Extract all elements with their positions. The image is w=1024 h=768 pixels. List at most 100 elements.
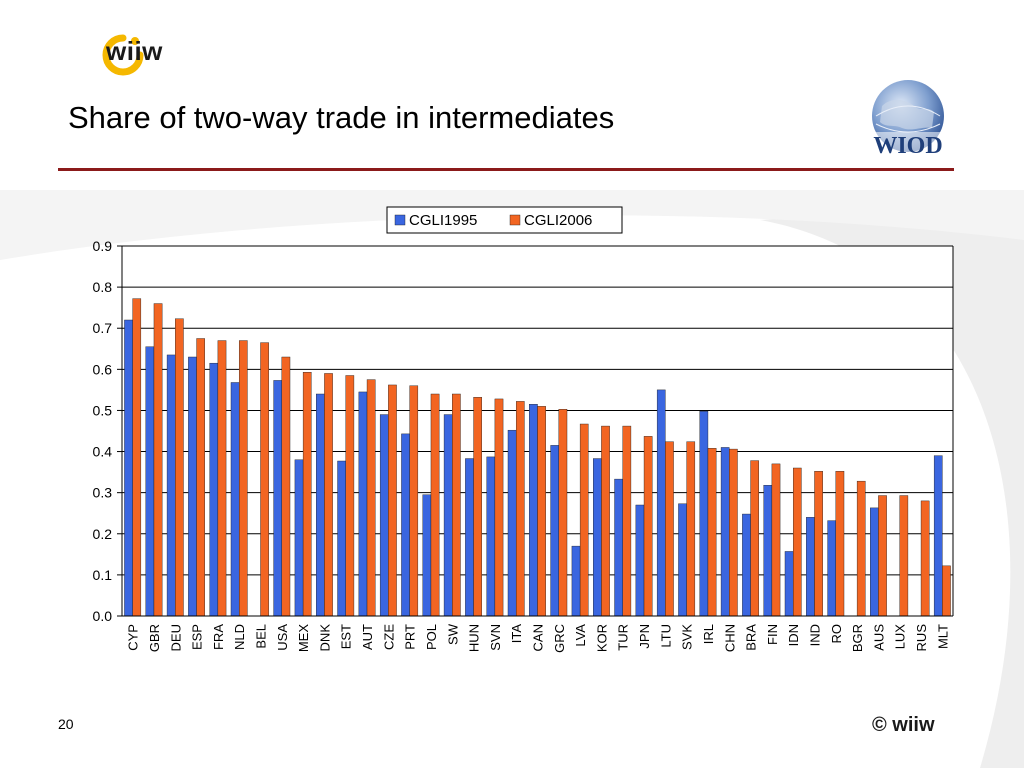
x-tick-label: IRL (701, 624, 716, 644)
y-tick-label: 0.5 (93, 402, 113, 418)
x-tick-label: SVK (680, 624, 695, 650)
legend-label-cgli2006: CGLI2006 (524, 212, 592, 229)
x-tick-label: USA (275, 624, 290, 651)
logo-text: wiiw (106, 36, 163, 66)
bar-cgli1995-grc (550, 445, 560, 617)
slide-title: Share of two-way trade in intermediates (68, 100, 615, 135)
x-tick-label: PRT (403, 624, 418, 650)
bar-cgli2006-lux (899, 495, 909, 617)
x-tick-label: IND (808, 624, 823, 646)
bar-cgli2006-usa (281, 356, 291, 617)
bar-cgli2006-jpn (643, 436, 653, 617)
title-divider (58, 168, 954, 171)
bar-cgli2006-ita (515, 401, 525, 617)
bar-cgli2006-bel (260, 342, 269, 617)
bar-cgli1995-aus (870, 507, 879, 617)
x-tick-label: CZE (381, 624, 396, 650)
bar-cgli2006-bra (750, 460, 759, 617)
bar-cgli1995-irl (699, 411, 709, 617)
bar-cgli1995-fin (763, 485, 773, 617)
bar-cgli2006-fra (217, 340, 227, 617)
bar-cgli2006-cyp (132, 298, 142, 617)
x-tick-label: LVA (573, 624, 588, 647)
y-tick-labels: 0.0 0.1 0.2 0.3 0.4 0.5 0.6 0.7 0.8 0.9 (93, 238, 113, 624)
bar-cgli1995-bra (742, 513, 751, 617)
bar-cgli1995-idn (784, 551, 794, 617)
bar-cgli2006-prt (409, 385, 419, 617)
bar-cgli2006-pol (430, 393, 440, 617)
y-tick-label: 0.4 (93, 444, 113, 460)
bar-cgli1995-hun (465, 458, 474, 617)
bar-cgli1995-esp (188, 356, 197, 617)
x-tick-label: AUS (871, 624, 886, 651)
bar-cgli2006-tur (622, 425, 632, 617)
bar-cgli2006-ind (814, 471, 823, 617)
bar-cgli1995-fra (209, 362, 219, 617)
bar-cgli2006-esp (196, 338, 205, 617)
bar-cgli1995-ind (806, 517, 815, 617)
bar-cgli1995-svn (486, 456, 496, 617)
y-tick-label: 0.8 (93, 279, 113, 295)
legend-swatch-cgli2006 (509, 214, 521, 226)
bar-cgli2006-aut (366, 379, 376, 617)
bar-cgli2006-gbr (153, 303, 163, 617)
bar-cgli2006-hun (473, 397, 482, 617)
x-tick-label: JPN (637, 624, 652, 649)
copyright: © wiiw (872, 714, 935, 736)
bar-cgli2006-lva (579, 423, 589, 617)
bar-cgli1995-aut (358, 391, 368, 617)
x-tick-label: SVN (488, 624, 503, 651)
bar-cgli1995-pol (422, 494, 432, 617)
x-tick-label: CYP (126, 624, 141, 651)
x-tick-label: HUN (467, 624, 482, 652)
bar-cgli2006-kor (601, 425, 610, 617)
x-tick-label: MLT (935, 624, 950, 649)
bar-cgli1995-dnk (316, 393, 325, 617)
bar-cgli2006-dnk (324, 373, 333, 617)
x-tick-label: SW (445, 623, 460, 645)
bar-cgli2006-ro (835, 471, 845, 617)
bar-cgli1995-usa (273, 380, 283, 617)
bar-cgli2006-irl (707, 448, 717, 617)
y-tick-label: 0.6 (93, 361, 113, 377)
x-tick-label: DEU (168, 624, 183, 651)
bar-cgli2006-can (537, 406, 546, 617)
bar-cgli2006-mex (302, 372, 312, 617)
bar-cgli1995-lva (571, 545, 581, 617)
bar-cgli1995-deu (166, 354, 176, 617)
bar-cgli1995-cyp (124, 319, 133, 617)
bar-cgli2006-grc (558, 409, 568, 617)
bar-cgli2006-chn (729, 448, 738, 617)
x-tick-label: LTU (658, 624, 673, 648)
x-tick-label: BGR (850, 624, 865, 652)
wiod-globe-logo-icon: WIOD (868, 80, 948, 159)
axes (121, 246, 954, 617)
bar-cgli2006-svn (494, 398, 504, 617)
x-tick-label: CHN (722, 624, 737, 652)
x-tick-label: POL (424, 624, 439, 650)
legend: CGLI1995 CGLI2006 (386, 206, 623, 234)
y-tick-label: 0.9 (93, 238, 113, 254)
y-tick-label: 0.2 (93, 526, 113, 542)
x-tick-label: TUR (616, 624, 631, 651)
y-tick-label: 0.3 (93, 485, 113, 501)
x-tick-label: ESP (190, 624, 205, 650)
bar-cgli1995-sw (443, 414, 453, 617)
x-tick-label: BEL (254, 624, 269, 649)
legend-box (386, 206, 623, 234)
x-tick-label: FRA (211, 624, 226, 650)
bar-cgli1995-gbr (145, 346, 155, 617)
bar-cgli2006-aus (878, 495, 887, 617)
wiiw-logo-icon (102, 34, 144, 76)
bar-cgli2006-ltu (665, 441, 674, 617)
bar-cgli1995-mex (294, 459, 304, 617)
x-tick-label: RO (829, 624, 844, 644)
bar-cgli2006-nld (238, 340, 248, 617)
y-tick-label: 0.0 (93, 608, 113, 624)
x-tick-labels: CYP GBR DEU ESP FRA NLD BEL USA MEX DNK EST AUT CZE P… (126, 623, 951, 653)
page-number: 20 (58, 716, 74, 732)
x-tick-label: NLD (232, 624, 247, 650)
bar-cgli2006-mlt (942, 565, 951, 617)
x-tick-label: CAN (531, 624, 546, 651)
x-tick-label: GBR (147, 624, 162, 652)
